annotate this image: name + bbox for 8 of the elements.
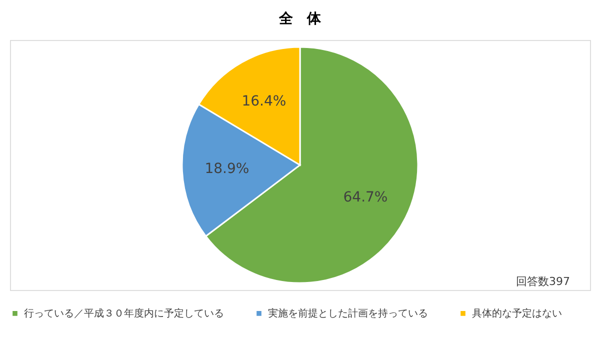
- legend-label: 行っている／平成３０年度内に予定している: [24, 307, 224, 320]
- data-label: 16.4%: [242, 93, 286, 110]
- legend-label: 具体的な予定はない: [472, 307, 562, 320]
- text: 回答数397: [516, 275, 570, 288]
- data-label: 18.9%: [204, 160, 250, 177]
- chart-title: 全 体: [278, 11, 322, 27]
- data-label: 64.7%: [343, 190, 388, 206]
- legend-label: 実施を前提とした計画を持っている: [268, 307, 428, 320]
